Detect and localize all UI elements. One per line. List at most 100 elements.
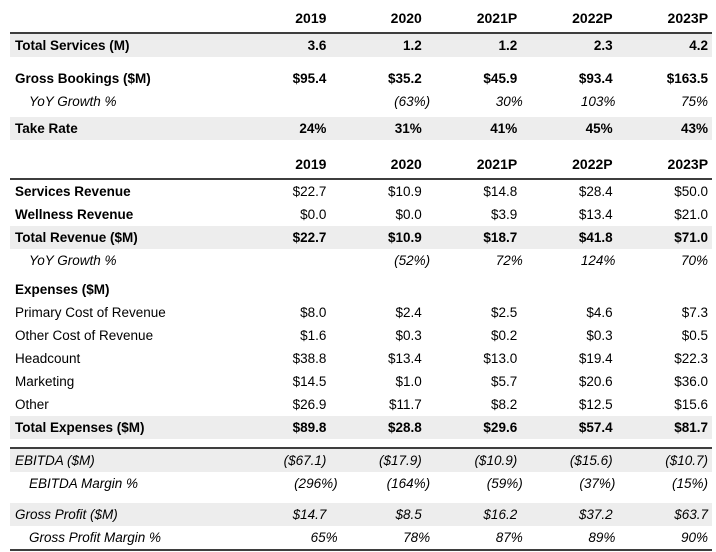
value-gross-profit-margin-2019: 65%: [310, 530, 338, 545]
row-expenses-m: Expenses ($M): [10, 278, 712, 301]
value-yoy-growth-2023p: 70%: [680, 253, 708, 268]
row-primary-cost-of-revenue: Primary Cost of Revenue $8.0 $2.4 $2.5 $4.6 $…: [10, 301, 712, 324]
value-services-revenue-2019: $22.7: [292, 184, 327, 199]
value-gross-profit-m-2020: $8.5: [395, 507, 422, 522]
row-label-gross-bookings-m: Gross Bookings ($M): [15, 71, 151, 86]
value-yoy-growth-2021p: 72%: [495, 253, 523, 268]
row-gross-profit-m: Gross Profit ($M) $14.7 $8.5 $16.2 $37.2 $63.…: [10, 503, 712, 526]
section-bookings: 2019 2020 2021P 2022P 2023P Total Services (M…: [10, 8, 712, 140]
year-header-empty-cell: [10, 17, 235, 24]
value-expenses-m-2023p: [617, 287, 712, 293]
value-expenses-m-2020: [330, 287, 425, 293]
row-gross-profit-margin: Gross Profit Margin % 65% 78% 87% 89% 90%: [10, 526, 712, 549]
value-gross-profit-m-2019: $14.7: [292, 507, 327, 522]
value-total-revenue-m-2019: $22.7: [292, 230, 327, 245]
value-other-cost-of-revenue-2021p: $0.2: [490, 328, 518, 343]
year-header-2022p: 2022P: [572, 156, 613, 172]
row-ebitda-margin: EBITDA Margin % (296%) (164%) (59%) (37%) (15…: [10, 472, 712, 495]
value-total-services-m-2023p: 4.2: [689, 38, 709, 53]
row-label-services-revenue: Services Revenue: [15, 184, 131, 199]
value-marketing-2019: $14.5: [292, 374, 327, 389]
value-take-rate-2023p: 43%: [681, 121, 709, 136]
value-yoy-growth-2020: (63%): [394, 94, 431, 109]
value-ebitda-m-2022p: ($15.6): [569, 453, 613, 468]
section-revenue-expenses: 2019 2020 2021P 2022P 2023P Services Revenue $…: [10, 154, 712, 439]
value-wellness-revenue-2019: $0.0: [300, 207, 327, 222]
year-header-2019: 2019: [295, 156, 327, 172]
row-label-take-rate: Take Rate: [15, 121, 78, 136]
value-yoy-growth-2020: (52%): [394, 253, 431, 268]
row-label-other-cost-of-revenue: Other Cost of Revenue: [15, 328, 154, 343]
value-take-rate-2022p: 45%: [585, 121, 613, 136]
row-ebitda-m: EBITDA ($M) ($67.1) ($17.9) ($10.9) ($15.6) (…: [10, 449, 712, 472]
row-total-expenses-m: Total Expenses ($M) $89.8 $28.8 $29.6 $57.4 $…: [10, 416, 712, 439]
value-expenses-m-2022p: [521, 287, 616, 293]
row-total-services-m: Total Services (M) 3.6 1.2 1.2 2.3 4.2: [10, 34, 712, 57]
value-yoy-growth-2022p: 124%: [580, 253, 616, 268]
row-label-gross-profit-margin: Gross Profit Margin %: [29, 530, 162, 545]
value-yoy-growth-2021p: 30%: [495, 94, 523, 109]
row-marketing: Marketing $14.5 $1.0 $5.7 $20.6 $36.0: [10, 370, 712, 393]
value-take-rate-2021p: 41%: [490, 121, 518, 136]
row-label-yoy-growth: YoY Growth %: [29, 94, 117, 109]
value-ebitda-m-2021p: ($10.9): [474, 453, 518, 468]
value-gross-bookings-m-2019: $95.4: [292, 71, 327, 86]
year-header-2023p: 2023P: [667, 10, 709, 26]
year-header-2021p: 2021P: [476, 10, 518, 26]
row-label-total-services-m: Total Services (M): [15, 38, 130, 53]
value-gross-profit-m-2023p: $63.7: [674, 507, 709, 522]
row-label-total-expenses-m: Total Expenses ($M): [15, 420, 145, 435]
year-header-row: 2019 2020 2021P 2022P 2023P: [10, 8, 712, 34]
value-primary-cost-of-revenue-2020: $2.4: [395, 305, 422, 320]
row-label-yoy-growth: YoY Growth %: [29, 253, 117, 268]
row-label-expenses-m: Expenses ($M): [15, 282, 110, 297]
value-gross-bookings-m-2023p: $163.5: [666, 71, 709, 86]
value-services-revenue-2022p: $28.4: [578, 184, 613, 199]
value-gross-profit-margin-2021p: 87%: [495, 530, 523, 545]
row-label-ebitda-m: EBITDA ($M): [15, 453, 95, 468]
value-services-revenue-2023p: $50.0: [674, 184, 709, 199]
value-ebitda-margin-2023p: (15%): [671, 476, 708, 491]
value-total-services-m-2019: 3.6: [307, 38, 327, 53]
value-total-expenses-m-2021p: $29.6: [483, 420, 518, 435]
year-header-2020: 2020: [390, 10, 422, 26]
value-total-revenue-m-2021p: $18.7: [483, 230, 518, 245]
value-other-cost-of-revenue-2023p: $0.5: [681, 328, 709, 343]
row-label-total-revenue-m: Total Revenue ($M): [15, 230, 138, 245]
row-headcount: Headcount $38.8 $13.4 $13.0 $19.4 $22.3: [10, 347, 712, 370]
value-gross-bookings-m-2022p: $93.4: [578, 71, 613, 86]
value-other-2022p: $12.5: [578, 397, 613, 412]
value-total-revenue-m-2023p: $71.0: [674, 230, 709, 245]
value-other-2020: $11.7: [389, 397, 422, 412]
value-total-expenses-m-2019: $89.8: [292, 420, 327, 435]
year-header-2019: 2019: [295, 10, 327, 26]
value-primary-cost-of-revenue-2019: $8.0: [300, 305, 327, 320]
value-wellness-revenue-2020: $0.0: [395, 207, 422, 222]
row-take-rate: Take Rate 24% 31% 41% 45% 43%: [10, 117, 712, 140]
value-ebitda-margin-2020: (164%): [386, 476, 431, 491]
value-primary-cost-of-revenue-2023p: $7.3: [681, 305, 709, 320]
value-total-services-m-2020: 1.2: [403, 38, 422, 53]
value-other-cost-of-revenue-2022p: $0.3: [586, 328, 613, 343]
value-total-expenses-m-2023p: $81.7: [674, 420, 709, 435]
row-label-wellness-revenue: Wellness Revenue: [15, 207, 134, 222]
value-expenses-m-2021p: [426, 287, 521, 293]
value-other-cost-of-revenue-2020: $0.3: [395, 328, 422, 343]
value-marketing-2022p: $20.6: [578, 374, 613, 389]
row-total-revenue-m: Total Revenue ($M) $22.7 $10.9 $18.7 $41.8 $7…: [10, 226, 712, 249]
value-headcount-2022p: $19.4: [578, 351, 613, 366]
section-profitability: EBITDA ($M) ($67.1) ($17.9) ($10.9) ($15.6) (…: [10, 447, 712, 551]
value-gross-profit-m-2022p: $37.2: [578, 507, 613, 522]
year-header-2023p: 2023P: [667, 156, 709, 172]
value-yoy-growth-2019: [249, 258, 342, 264]
row-services-revenue: Services Revenue $22.7 $10.9 $14.8 $28.4 $50.…: [10, 180, 712, 203]
row-other-cost-of-revenue: Other Cost of Revenue $1.6 $0.3 $0.2 $0.3 $0.…: [10, 324, 712, 347]
value-wellness-revenue-2022p: $13.4: [578, 207, 613, 222]
value-ebitda-m-2019: ($67.1): [283, 453, 327, 468]
row-spacer: [10, 57, 712, 67]
value-take-rate-2020: 31%: [394, 121, 422, 136]
year-header-2021p: 2021P: [476, 156, 518, 172]
row-label-primary-cost-of-revenue: Primary Cost of Revenue: [15, 305, 166, 320]
value-headcount-2021p: $13.0: [483, 351, 518, 366]
